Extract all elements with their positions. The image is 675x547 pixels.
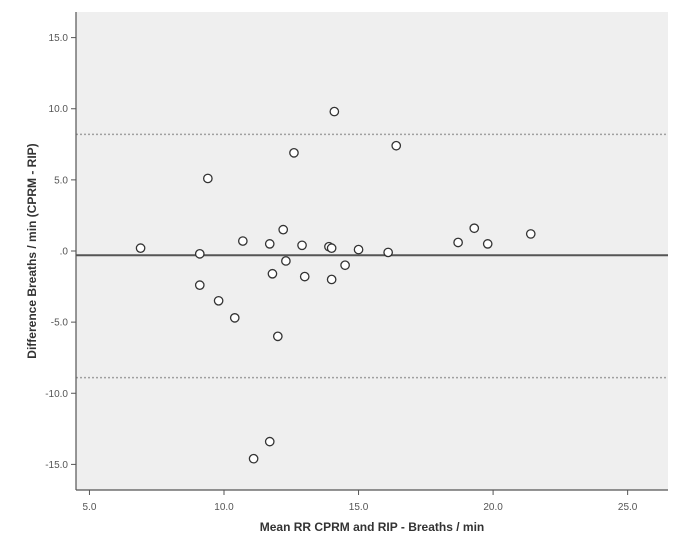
data-point: [469, 223, 480, 234]
data-point: [340, 260, 350, 271]
x-tick-label: 10.0: [214, 502, 234, 513]
y-axis-ticks: 15.0 10.0 5.0 .0 -5.0 -10.0 -15.0: [45, 33, 76, 471]
data-point: [248, 453, 259, 464]
data-point: [525, 229, 536, 239]
data-point: [135, 243, 146, 254]
y-tick-label: .0: [60, 247, 69, 258]
y-tick-label: 15.0: [49, 33, 69, 44]
reference-lines: [76, 133, 668, 379]
data-point: [213, 295, 224, 306]
data-point: [264, 239, 275, 249]
data-point: [281, 256, 291, 266]
x-tick-label: 15.0: [349, 502, 369, 513]
data-point: [329, 106, 340, 117]
data-point: [278, 224, 289, 235]
data-point: [194, 280, 205, 290]
y-tick-label: 5.0: [54, 175, 68, 186]
data-point: [229, 313, 240, 323]
y-tick-label: -10.0: [45, 389, 68, 400]
plot-area: [76, 12, 668, 490]
y-tick-label: 10.0: [49, 104, 69, 115]
data-point: [391, 140, 402, 151]
data-point: [326, 243, 337, 254]
data-points: [135, 106, 536, 464]
data-point: [353, 244, 364, 255]
x-tick-label: 20.0: [483, 502, 503, 513]
data-point: [326, 274, 337, 285]
x-tick-label: 25.0: [618, 502, 638, 513]
data-point: [194, 248, 205, 259]
data-point: [289, 147, 299, 158]
x-axis-title: Mean RR CPRM and RIP - Breaths / min: [260, 520, 484, 534]
data-point: [237, 236, 248, 246]
data-point: [482, 239, 493, 249]
y-tick-label: -15.0: [45, 460, 68, 471]
x-tick-label: 5.0: [83, 502, 97, 513]
data-point: [267, 268, 278, 279]
data-point: [383, 247, 393, 258]
data-point: [272, 331, 283, 342]
x-axis-ticks: 5.0 10.0 15.0 20.0 25.0: [83, 490, 638, 513]
y-tick-label: -5.0: [51, 318, 69, 329]
data-point: [297, 240, 307, 251]
data-point: [203, 173, 213, 184]
data-point: [264, 436, 275, 447]
data-point: [453, 237, 463, 248]
y-axis-title: Difference Breaths / min (CPRM - RIP): [25, 143, 39, 358]
data-point: [299, 271, 310, 282]
